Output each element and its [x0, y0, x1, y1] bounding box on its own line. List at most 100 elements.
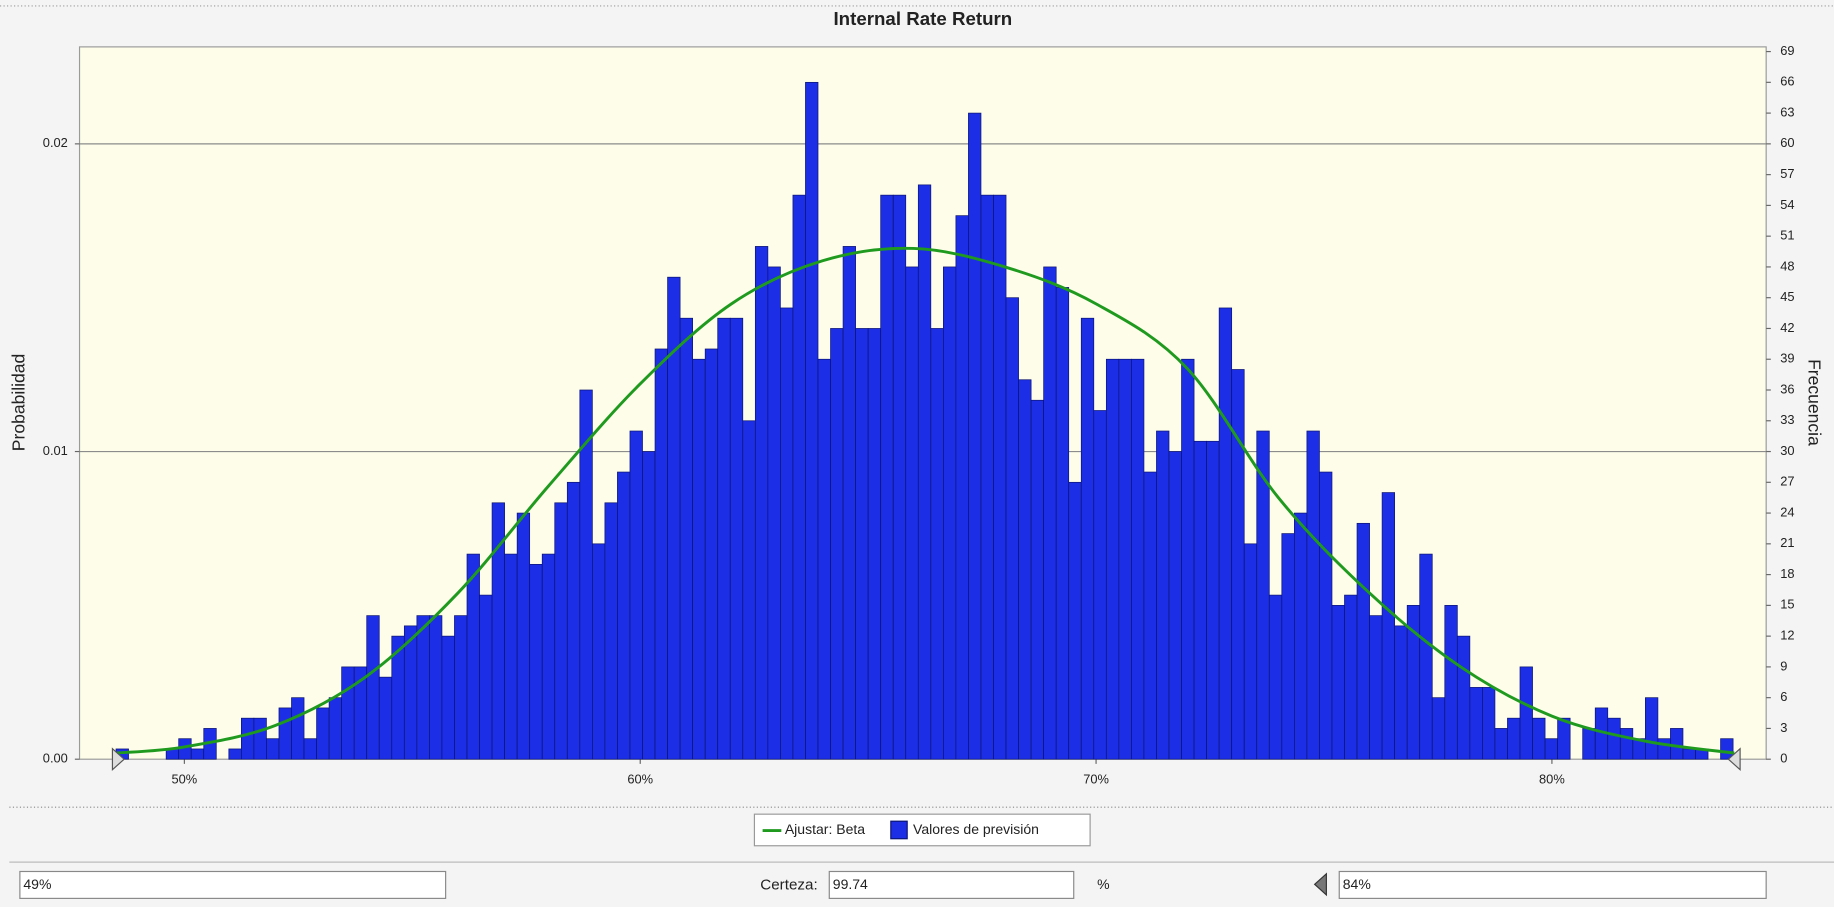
- histogram-bar: [817, 358, 831, 760]
- y2-tick-label: 18: [1780, 566, 1794, 581]
- histogram-bar: [1294, 512, 1308, 760]
- histogram-bar: [253, 717, 267, 760]
- histogram-bar: [1507, 717, 1521, 760]
- histogram-bar: [1243, 543, 1258, 760]
- histogram-bar: [1369, 615, 1383, 760]
- histogram-bar: [917, 184, 932, 760]
- histogram-bar: [617, 471, 631, 760]
- upper-bound-value[interactable]: 84%: [1343, 876, 1371, 892]
- histogram-bar: [1306, 430, 1320, 760]
- y2-tick-label: 33: [1780, 412, 1794, 427]
- histogram-bar: [1105, 358, 1120, 760]
- histogram-bar: [378, 676, 393, 760]
- histogram-bar: [278, 707, 292, 760]
- histogram-bar: [1381, 492, 1395, 760]
- histogram-bar: [930, 328, 944, 760]
- histogram-bar: [642, 451, 656, 760]
- histogram-bar: [1482, 687, 1496, 760]
- histogram-bar: [654, 348, 668, 760]
- histogram-bar: [767, 266, 781, 760]
- histogram-bar: [1256, 430, 1270, 760]
- lower-bound-value[interactable]: 49%: [23, 876, 51, 892]
- certainty-input[interactable]: [828, 870, 1075, 899]
- histogram-bar: [1657, 738, 1671, 760]
- histogram-bar: [729, 317, 744, 760]
- histogram-bar: [1093, 410, 1107, 760]
- lower-bound-input[interactable]: [19, 870, 447, 899]
- histogram-bar: [717, 317, 731, 760]
- histogram-bar: [1168, 451, 1182, 760]
- histogram-bar: [604, 502, 618, 760]
- x-tick-label: 60%: [627, 772, 653, 787]
- histogram-bar: [679, 317, 693, 760]
- histogram-bar: [629, 430, 643, 760]
- histogram-bar: [905, 266, 919, 760]
- histogram-bar: [1118, 358, 1132, 760]
- histogram-bar: [1532, 717, 1546, 760]
- histogram-bar: [892, 194, 907, 760]
- y2-tick-label: 0: [1780, 751, 1787, 766]
- histogram-bar: [541, 553, 556, 760]
- histogram-bar: [867, 328, 882, 760]
- fit-line: [115, 246, 1735, 755]
- legend-label: Ajustar: Beta: [785, 821, 865, 837]
- histogram-bar: [566, 481, 581, 760]
- histogram-bar: [1206, 440, 1220, 760]
- x-tick-label: 80%: [1539, 772, 1565, 787]
- histogram-bar: [1494, 728, 1508, 760]
- chart-title: Internal Rate Return: [833, 8, 1012, 29]
- histogram-bar: [754, 246, 769, 760]
- histogram-bar: [466, 553, 480, 760]
- histogram-bar: [1544, 738, 1558, 760]
- histogram-bar: [704, 348, 719, 760]
- y2-tick-label: 21: [1780, 535, 1794, 550]
- histogram-bar: [1394, 625, 1408, 760]
- y2-tick-label: 39: [1780, 351, 1794, 366]
- histogram-bar: [328, 697, 342, 760]
- lower-grabber[interactable]: [111, 747, 126, 772]
- upper-bound-input[interactable]: [1338, 870, 1767, 899]
- histogram-bar: [228, 748, 242, 760]
- y-tick-label: 0.02: [43, 135, 68, 150]
- histogram-bar: [880, 194, 894, 760]
- y2-tick-label: 24: [1780, 504, 1794, 519]
- x-tick-label: 70%: [1083, 772, 1109, 787]
- y2-tick-label: 36: [1780, 381, 1794, 396]
- histogram-bar: [1193, 440, 1207, 760]
- histogram-bar: [441, 635, 455, 760]
- histogram-bar: [1456, 635, 1471, 760]
- histogram-bar: [830, 328, 844, 760]
- y2-tick-label: 30: [1780, 443, 1794, 458]
- histogram-bar: [454, 615, 468, 760]
- y2-tick-label: 27: [1780, 474, 1794, 489]
- histogram-bar: [592, 543, 606, 760]
- histogram-bar: [805, 81, 819, 760]
- histogram-bar: [1131, 358, 1145, 760]
- y2-tick-label: 6: [1780, 689, 1787, 704]
- histogram-bar: [554, 502, 568, 760]
- histogram-bar: [1030, 399, 1044, 760]
- legend-label: Valores de previsión: [913, 821, 1039, 837]
- histogram-bar: [1582, 728, 1596, 760]
- histogram-bar: [1156, 430, 1170, 760]
- y-tick-label: 0.00: [43, 751, 68, 766]
- histogram-bar: [1281, 533, 1295, 760]
- histogram-bar: [1231, 369, 1245, 760]
- y2-tick-label: 69: [1780, 43, 1794, 58]
- y2-tick-label: 15: [1780, 597, 1794, 612]
- histogram-bar: [1268, 594, 1283, 760]
- histogram-bar: [403, 625, 418, 760]
- certainty-value[interactable]: 99.74: [833, 876, 868, 892]
- histogram-bar: [955, 215, 969, 760]
- histogram-bar: [855, 328, 869, 760]
- histogram-bar: [1519, 666, 1533, 760]
- y2-tick-label: 63: [1780, 104, 1794, 119]
- histogram-bar: [429, 615, 443, 760]
- upper-grabber[interactable]: [1727, 747, 1741, 772]
- histogram-bar: [993, 194, 1007, 760]
- upper-arrow-icon[interactable]: [1313, 872, 1327, 897]
- legend-box: [753, 813, 1091, 847]
- certainty-unit: %: [1097, 876, 1109, 892]
- histogram-bar: [1005, 297, 1019, 760]
